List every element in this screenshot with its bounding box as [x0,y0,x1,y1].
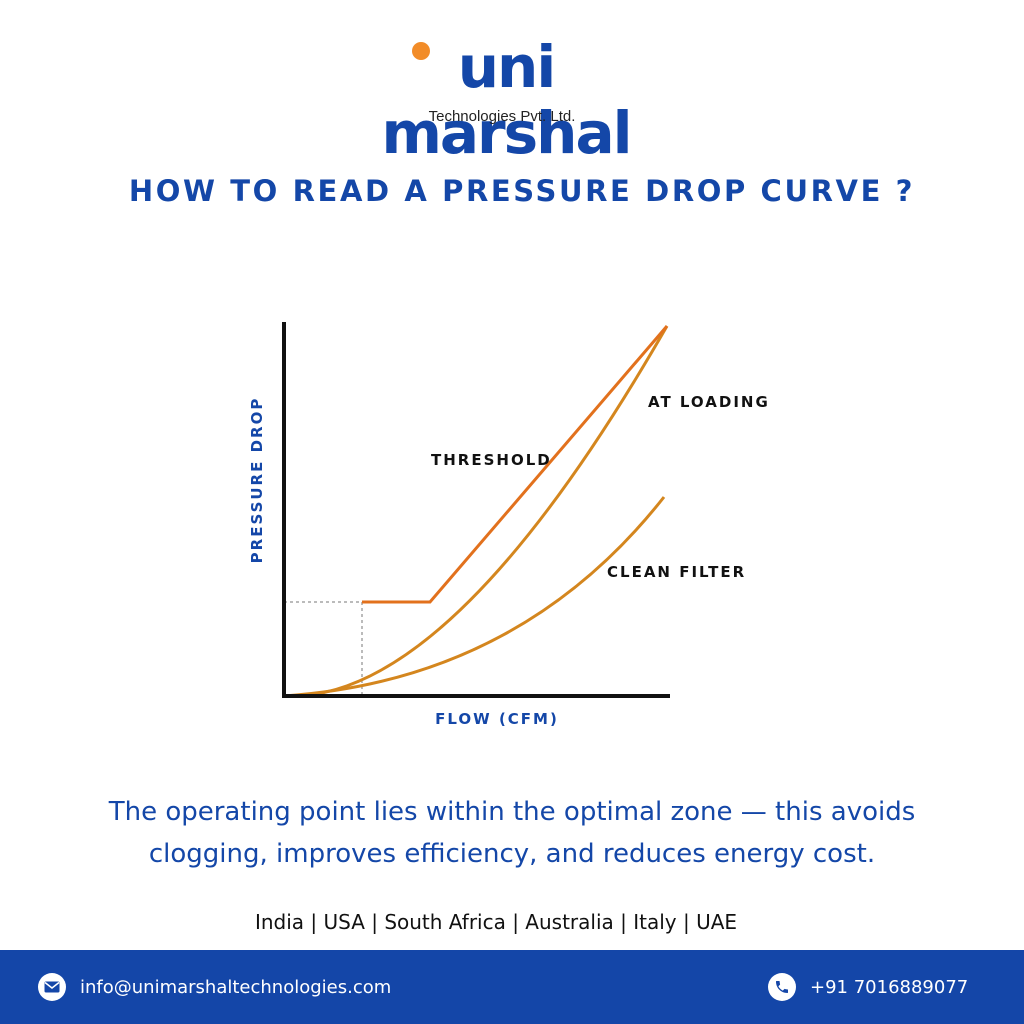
explanation-line-1: The operating point lies within the opti… [108,797,916,827]
logo-dot-icon [412,42,430,60]
brand-logo: uni marshal Technologies Pvt. Ltd. [0,34,1024,166]
phone-icon [768,973,796,1001]
explanation-line-2: clogging, improves efficiency, and reduc… [148,839,876,869]
mail-icon [38,973,66,1001]
phone-text[interactable]: +91 7016889077 [810,976,969,998]
threshold-label: THRESHOLD [431,451,552,469]
countries-list: India | USA | South Africa | Australia |… [254,910,738,934]
threshold-line [362,325,669,604]
footer-phone[interactable]: +91 7016889077 [768,950,968,1024]
clean-filter-curve [283,496,666,698]
x-axis-label: FLOW (CFM) [435,710,559,728]
at-loading-label: AT LOADING [648,393,770,411]
explanation-text: The operating point lies within the opti… [0,791,1024,875]
brand-name: uni marshal [381,33,632,167]
page-title: HOW TO READ A PRESSURE DROP CURVE ? [128,174,916,208]
footer-email[interactable]: info@unimarshaltechnologies.com [38,950,391,1024]
clean-filter-label: CLEAN FILTER [607,563,746,581]
y-axis-label: PRESSURE DROP [248,397,266,564]
email-text[interactable]: info@unimarshaltechnologies.com [80,976,392,998]
footer-bar: info@unimarshaltechnologies.com +91 7016… [0,950,1024,1024]
at-loading-curve [283,325,669,698]
brand-subtitle: Technologies Pvt. Ltd. [428,108,576,125]
